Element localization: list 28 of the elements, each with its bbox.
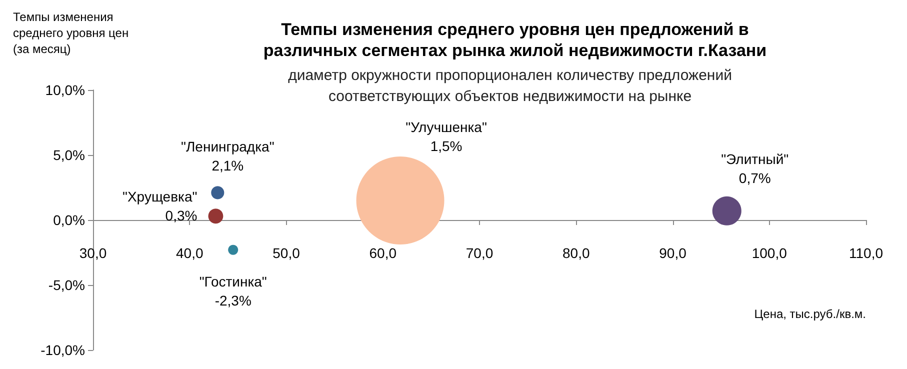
x-tick-label: 40,0	[176, 245, 204, 261]
x-tick-label: 60,0	[369, 245, 397, 261]
x-tick-label: 50,0	[272, 245, 300, 261]
data-label: 0,7%	[738, 170, 771, 186]
y-tick-label: 5,0%	[53, 147, 85, 163]
text: "Элитный"	[721, 150, 789, 167]
text: "Ленинградка"	[181, 138, 274, 155]
series-label: "Гостинка"	[199, 273, 267, 290]
y-tick-label: 10,0%	[45, 82, 85, 98]
data-label: 2,1%	[212, 158, 244, 174]
chart-title: Темпы изменения среднего уровня цен предложений в различных сегментах рынка жилой недвижимости г.Казани	[263, 20, 767, 60]
x-tick-label: 90,0	[659, 245, 687, 261]
series-label: "Улучшенка"	[406, 119, 487, 135]
y-axis-title: Темпы изменения среднего уровня цен (за месяц)	[13, 10, 129, 56]
data-label: -2,3%	[214, 292, 252, 308]
y-tick-label: 0,0%	[53, 212, 85, 228]
data-label: 0,3%	[165, 208, 198, 224]
x-tick-label: 30,0	[79, 245, 107, 261]
x-tick-label: 110,0	[849, 245, 884, 261]
x-tick-label: 70,0	[466, 245, 494, 261]
data-label: 1,5%	[430, 138, 462, 154]
x-axis-title: Цена, тыс.руб./кв.м.	[754, 307, 866, 321]
series-label: "Хрущевка"	[122, 188, 198, 205]
x-tick-label: 100,0	[752, 245, 788, 261]
y-tick-label: -5,0%	[48, 277, 85, 293]
y-tick-label: -10,0%	[40, 342, 85, 358]
x-tick-label: 80,0	[562, 245, 590, 261]
chart-subtitle: диаметр окружности пропорционален количеству предложений соответствующих объектов недвижимости на рынке	[288, 67, 732, 105]
